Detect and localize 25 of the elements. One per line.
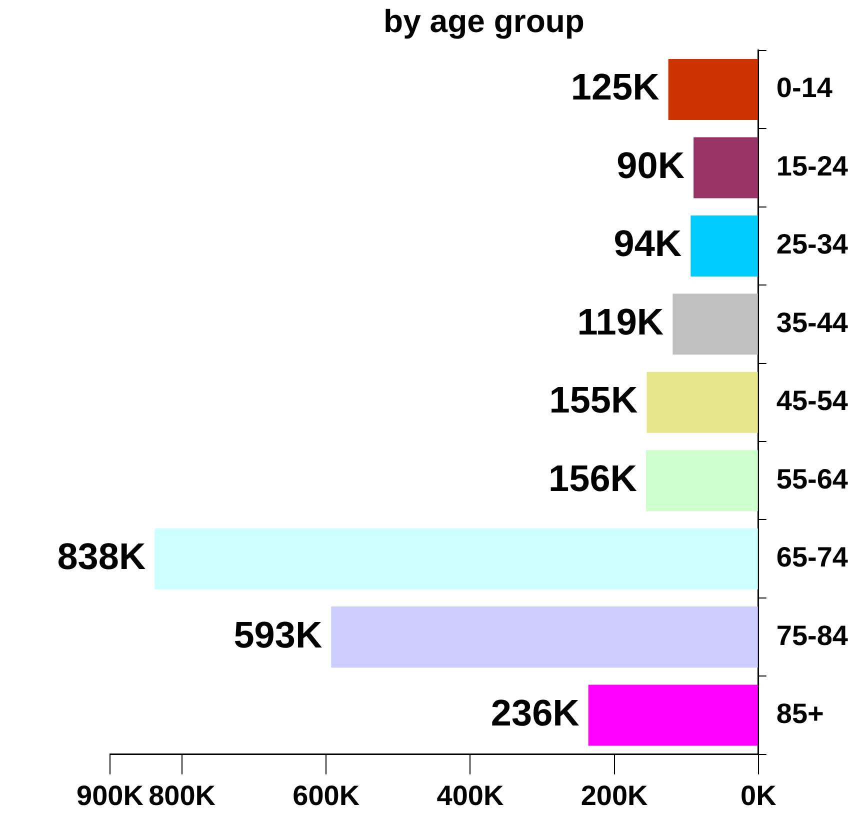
x-tick-label: 400K — [436, 780, 504, 811]
x-tick-label: 0K — [740, 780, 776, 811]
data-label: 94K — [614, 223, 682, 264]
data-label: 90K — [616, 144, 685, 186]
y-tick-label: 15-24 — [776, 150, 848, 182]
y-tick-label: 85+ — [776, 698, 824, 730]
data-label: 155K — [549, 380, 638, 421]
x-tick-label: 900K — [76, 780, 144, 811]
y-tick-label: 55-64 — [776, 463, 848, 494]
data-label: 156K — [548, 458, 638, 499]
data-label: 593K — [234, 614, 322, 656]
y-tick-label: 0-14 — [776, 72, 833, 104]
y-tick-label: 65-74 — [776, 542, 848, 573]
y-tick-label: 35-44 — [776, 306, 848, 338]
y-tick-label: 75-84 — [776, 620, 848, 651]
chart-title: by age group — [384, 3, 584, 40]
data-label: 236K — [490, 692, 580, 734]
data-label: 119K — [577, 301, 664, 342]
y-tick-label: 45-54 — [776, 385, 848, 416]
data-label: 838K — [57, 536, 146, 578]
x-tick-label: 600K — [292, 780, 360, 811]
x-tick-label: 800K — [148, 780, 216, 811]
x-tick-label: 200K — [580, 780, 648, 811]
data-label: 125K — [570, 66, 660, 108]
y-tick-label: 25-34 — [776, 228, 848, 260]
